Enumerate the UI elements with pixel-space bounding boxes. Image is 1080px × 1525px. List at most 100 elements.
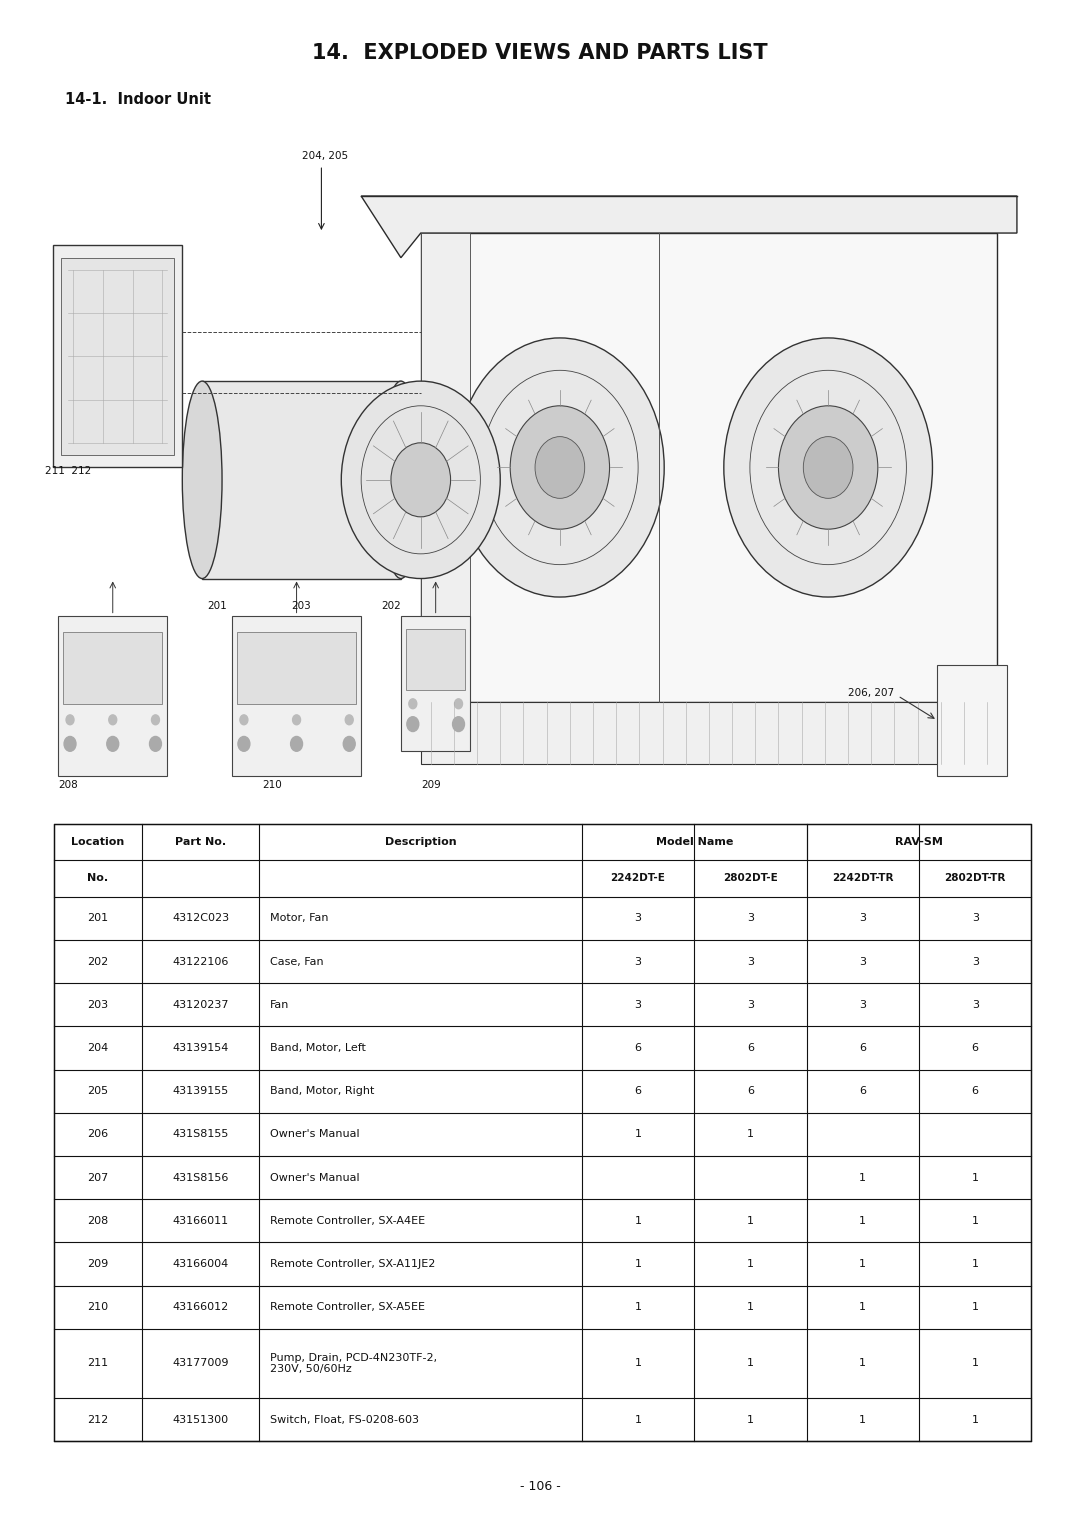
Bar (406, 630, 465, 691)
Text: 206, 207: 206, 207 (848, 688, 894, 698)
Text: 1: 1 (747, 1359, 754, 1368)
Text: 1: 1 (860, 1215, 866, 1226)
Text: Remote Controller, SX-A4EE: Remote Controller, SX-A4EE (270, 1215, 426, 1226)
Text: 212: 212 (87, 1415, 109, 1424)
Text: 1: 1 (747, 1260, 754, 1269)
Text: Case, Fan: Case, Fan (270, 956, 324, 967)
Text: Part No.: Part No. (175, 837, 226, 846)
Text: 1: 1 (972, 1359, 978, 1368)
Text: 6: 6 (972, 1043, 978, 1052)
Text: 211: 211 (87, 1359, 109, 1368)
Text: 431S8155: 431S8155 (173, 1130, 229, 1139)
Text: 3: 3 (747, 1000, 754, 1010)
Text: 1: 1 (972, 1215, 978, 1226)
Bar (421, 702, 997, 764)
Text: 2802DT-E: 2802DT-E (723, 874, 778, 883)
Text: 2242DT-E: 2242DT-E (610, 874, 665, 883)
Text: 3: 3 (634, 956, 642, 967)
Text: 1: 1 (860, 1173, 866, 1182)
Text: Model Name: Model Name (656, 837, 733, 846)
Text: 1: 1 (972, 1302, 978, 1312)
Text: 1: 1 (972, 1260, 978, 1269)
Text: Remote Controller, SX-A5EE: Remote Controller, SX-A5EE (270, 1302, 426, 1312)
Text: 3: 3 (972, 956, 978, 967)
Text: Description: Description (384, 837, 457, 846)
Text: 43122106: 43122106 (173, 956, 229, 967)
Text: 211  212: 211 212 (45, 465, 92, 476)
Bar (401, 616, 471, 752)
Text: 1: 1 (634, 1359, 642, 1368)
Text: 14.  EXPLODED VIEWS AND PARTS LIST: 14. EXPLODED VIEWS AND PARTS LIST (312, 43, 768, 64)
Text: 1: 1 (634, 1130, 642, 1139)
Circle shape (240, 715, 248, 724)
Circle shape (107, 737, 119, 752)
Circle shape (346, 715, 353, 724)
Circle shape (455, 698, 462, 709)
Text: 4312C023: 4312C023 (172, 913, 229, 923)
Circle shape (109, 715, 117, 724)
Text: 43177009: 43177009 (173, 1359, 229, 1368)
Bar (421, 233, 471, 702)
Text: 43166011: 43166011 (173, 1215, 229, 1226)
Text: Location: Location (71, 837, 124, 846)
Text: 209: 209 (421, 781, 441, 790)
Text: 43151300: 43151300 (173, 1415, 229, 1424)
Text: 3: 3 (747, 956, 754, 967)
Circle shape (535, 436, 584, 499)
Text: 6: 6 (747, 1086, 754, 1096)
Text: Pump, Drain, PCD-4N230TF-2,
230V, 50/60Hz: Pump, Drain, PCD-4N230TF-2, 230V, 50/60H… (270, 1353, 437, 1374)
Text: 3: 3 (972, 1000, 978, 1010)
Ellipse shape (183, 381, 222, 578)
Text: 202: 202 (381, 601, 401, 612)
Text: 43139155: 43139155 (173, 1086, 229, 1096)
Circle shape (151, 715, 160, 724)
Text: RAV-SM: RAV-SM (895, 837, 943, 846)
Bar (202, 381, 401, 578)
Circle shape (149, 737, 161, 752)
Bar (421, 233, 997, 702)
Text: - 106 -: - 106 - (519, 1481, 561, 1493)
Text: 43166004: 43166004 (173, 1260, 229, 1269)
Bar (232, 616, 361, 776)
Text: No.: No. (87, 874, 109, 883)
Text: 1: 1 (972, 1173, 978, 1182)
Text: 210: 210 (87, 1302, 109, 1312)
Text: 6: 6 (747, 1043, 754, 1052)
Circle shape (343, 737, 355, 752)
Text: 1: 1 (747, 1130, 754, 1139)
Text: Motor, Fan: Motor, Fan (270, 913, 328, 923)
Text: 1: 1 (860, 1415, 866, 1424)
Circle shape (407, 717, 419, 732)
Text: 1: 1 (634, 1302, 642, 1312)
Circle shape (391, 442, 450, 517)
Text: 204, 205: 204, 205 (301, 151, 348, 162)
Text: 1: 1 (634, 1215, 642, 1226)
Circle shape (341, 381, 500, 578)
Text: 208: 208 (87, 1215, 109, 1226)
Text: 201: 201 (207, 601, 227, 612)
Text: 206: 206 (87, 1130, 109, 1139)
Text: 6: 6 (634, 1086, 642, 1096)
Bar (62, 258, 174, 454)
Text: 205: 205 (87, 1086, 109, 1096)
Bar (237, 631, 356, 703)
Text: 3: 3 (634, 913, 642, 923)
Text: 1: 1 (634, 1415, 642, 1424)
Text: 2802DT-TR: 2802DT-TR (945, 874, 1005, 883)
Text: 1: 1 (972, 1415, 978, 1424)
Circle shape (453, 717, 464, 732)
Circle shape (238, 737, 249, 752)
Text: 1: 1 (747, 1415, 754, 1424)
Bar (54, 824, 1031, 1441)
Text: 43120237: 43120237 (173, 1000, 229, 1010)
Text: 14-1.  Indoor Unit: 14-1. Indoor Unit (65, 92, 211, 107)
Text: 207: 207 (87, 1173, 109, 1182)
Text: 1: 1 (634, 1260, 642, 1269)
Text: 3: 3 (860, 913, 866, 923)
Bar (937, 665, 1007, 776)
Circle shape (291, 737, 302, 752)
Circle shape (779, 406, 878, 529)
Text: Band, Motor, Left: Band, Motor, Left (270, 1043, 366, 1052)
Text: 1: 1 (860, 1359, 866, 1368)
Ellipse shape (381, 381, 421, 578)
